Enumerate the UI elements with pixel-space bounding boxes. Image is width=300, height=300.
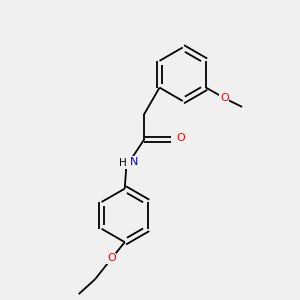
- Text: O: O: [220, 93, 229, 103]
- Text: N: N: [130, 157, 138, 167]
- Text: H: H: [119, 158, 127, 168]
- Text: O: O: [107, 254, 116, 263]
- Text: O: O: [176, 133, 185, 143]
